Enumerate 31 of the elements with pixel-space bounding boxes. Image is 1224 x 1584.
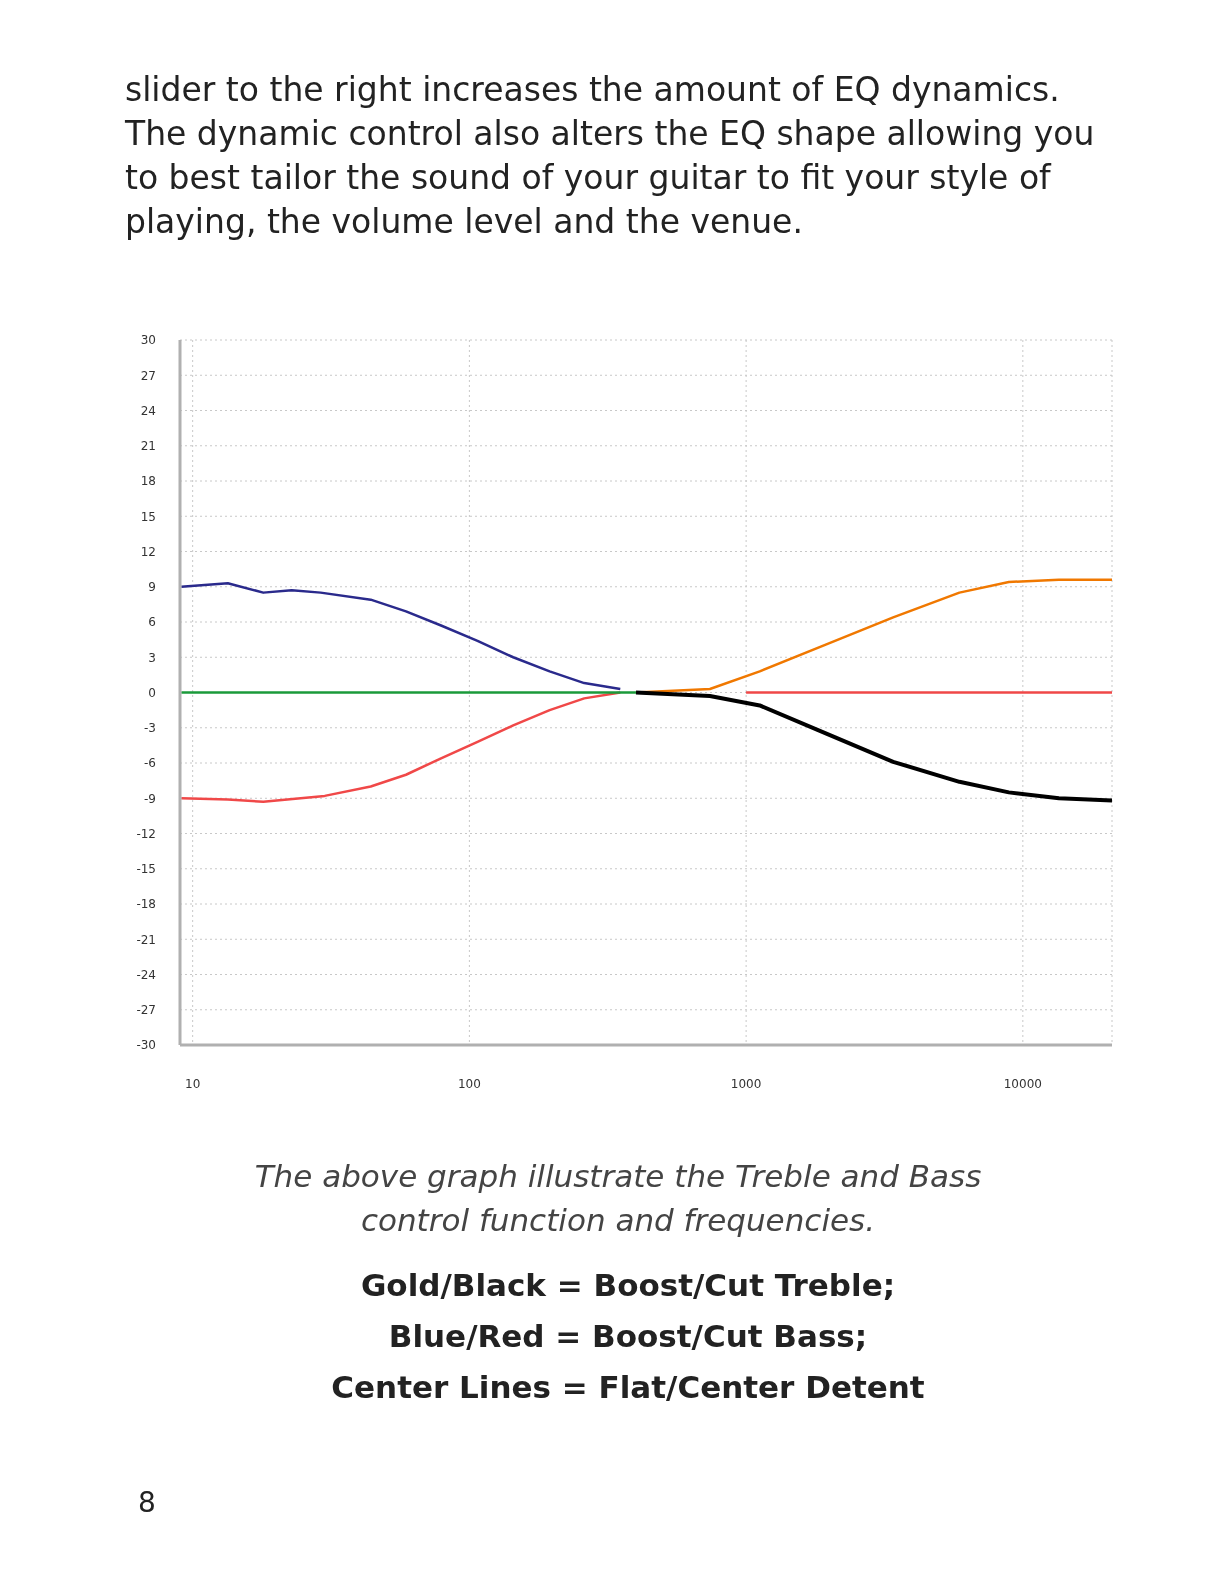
y-tick-label: 27 (140, 368, 156, 383)
y-tick-label: 0 (148, 685, 156, 700)
y-tick-label: 24 (140, 403, 156, 418)
text: Gold/Black = Boost/Cut Treble; (359, 1266, 897, 1305)
y-tick-label: -27 (136, 1003, 156, 1018)
y-tick-label: 18 (140, 474, 156, 489)
y-tick-label: -9 (144, 791, 156, 806)
text: slider to the right increases the amount of EQ dynamics. The dynamic control also alters the EQ shape allowing you to best tailor the sound of your guitar to fit your style of playing, the volume level and the venue. (125, 69, 1096, 243)
y-tick-label: -18 (136, 897, 156, 912)
text: The above graph illustrate the Treble and Bass control function and frequencies. (253, 1157, 983, 1240)
text: Blue/Red = Boost/Cut Bass; (387, 1317, 869, 1356)
y-tick-label: 3 (148, 650, 156, 665)
y-tick-label: 12 (140, 544, 156, 559)
y-tick-label: -3 (144, 721, 156, 736)
y-tick-label: 21 (140, 439, 156, 454)
y-tick-label: 6 (148, 615, 156, 630)
text: Center Lines = Flat/Center Detent (330, 1368, 926, 1407)
text: 8 (138, 1486, 156, 1519)
y-tick-label: -21 (136, 932, 156, 947)
y-tick-label: -24 (136, 967, 156, 982)
x-tick-label: 100 (457, 1076, 481, 1091)
y-tick-label: 30 (140, 333, 156, 348)
y-tick-label: 15 (140, 509, 156, 524)
y-tick-label: -30 (136, 1038, 156, 1053)
y-tick-label: -6 (144, 756, 156, 771)
y-tick-label: -15 (136, 862, 156, 877)
x-tick-label: 10000 (1003, 1076, 1042, 1091)
x-tick-label: 10 (185, 1076, 201, 1091)
y-tick-label: 9 (148, 580, 156, 595)
x-tick-label: 1000 (730, 1076, 762, 1091)
y-tick-label: -12 (136, 826, 156, 841)
